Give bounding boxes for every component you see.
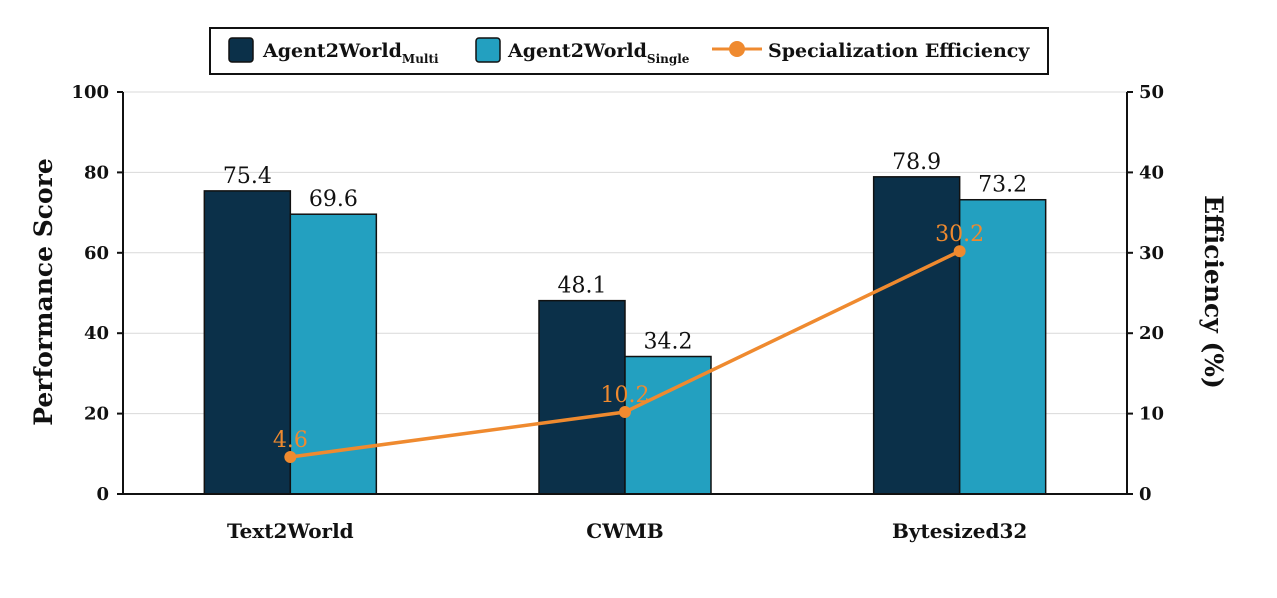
right-tick-label-0: 0 — [1139, 484, 1152, 505]
bar-value-label-multi-2: 78.9 — [892, 150, 941, 175]
left-axis-ticks: 0 20 40 60 80 100 — [71, 82, 123, 505]
efficiency-line: 4.6 10.2 30.2 — [273, 222, 984, 464]
bar-multi-0 — [203, 190, 292, 495]
category-label-2: Bytesized32 — [892, 519, 1027, 543]
legend-swatch-single — [475, 37, 501, 63]
efficiency-value-label-1: 10.2 — [601, 383, 650, 408]
bar-value-label-single-0: 69.6 — [309, 187, 358, 212]
right-tick-label-30: 30 — [1139, 243, 1164, 264]
legend-label-multi: Agent2WorldMulti — [262, 40, 439, 66]
efficiency-value-label-2: 30.2 — [935, 222, 984, 247]
legend-marker-efficiency — [729, 41, 745, 57]
left-tick-label-100: 100 — [71, 82, 109, 103]
category-label-0: Text2World — [227, 519, 354, 543]
bar-single-2 — [958, 198, 1047, 495]
bar-value-label-multi-0: 75.4 — [223, 164, 272, 189]
right-tick-label-40: 40 — [1139, 162, 1164, 183]
right-tick-label-20: 20 — [1139, 323, 1164, 344]
bar-value-label-single-2: 73.2 — [978, 173, 1027, 198]
legend-box — [209, 27, 1049, 75]
bar-multi-1 — [538, 299, 626, 495]
legend: Agent2WorldMulti Agent2WorldSingle Speci… — [209, 27, 1049, 75]
bar-value-labels: 75.4 69.6 48.1 34.2 78.9 73.2 — [223, 150, 1027, 355]
legend-swatch-multi — [228, 37, 254, 63]
efficiency-point-2 — [953, 245, 966, 258]
left-tick-label-80: 80 — [84, 162, 109, 183]
legend-label-efficiency: Specialization Efficiency — [768, 40, 1030, 62]
axes — [122, 92, 1128, 495]
efficiency-point-1 — [619, 405, 631, 418]
efficiency-value-label-0: 4.6 — [273, 428, 308, 453]
category-labels: Text2World CWMB Bytesized32 — [227, 519, 1027, 543]
category-label-1: CWMB — [586, 519, 663, 543]
legend-label-single: Agent2WorldSingle — [507, 40, 690, 66]
left-tick-label-20: 20 — [84, 404, 109, 425]
left-tick-label-0: 0 — [96, 484, 109, 505]
bars — [203, 176, 1047, 495]
y-axis-title: Performance Score — [29, 158, 58, 426]
right-axis-ticks: 0 10 20 30 40 50 — [1127, 82, 1164, 505]
bar-value-label-multi-1: 48.1 — [558, 274, 607, 299]
bar-value-label-single-1: 34.2 — [644, 330, 693, 355]
right-tick-label-50: 50 — [1139, 82, 1164, 103]
left-tick-label-40: 40 — [84, 323, 109, 344]
left-tick-label-60: 60 — [84, 243, 109, 264]
right-tick-label-10: 10 — [1139, 404, 1164, 425]
efficiency-point-0 — [284, 451, 297, 464]
y2-axis-title: Efficiency (%) — [1199, 195, 1228, 389]
